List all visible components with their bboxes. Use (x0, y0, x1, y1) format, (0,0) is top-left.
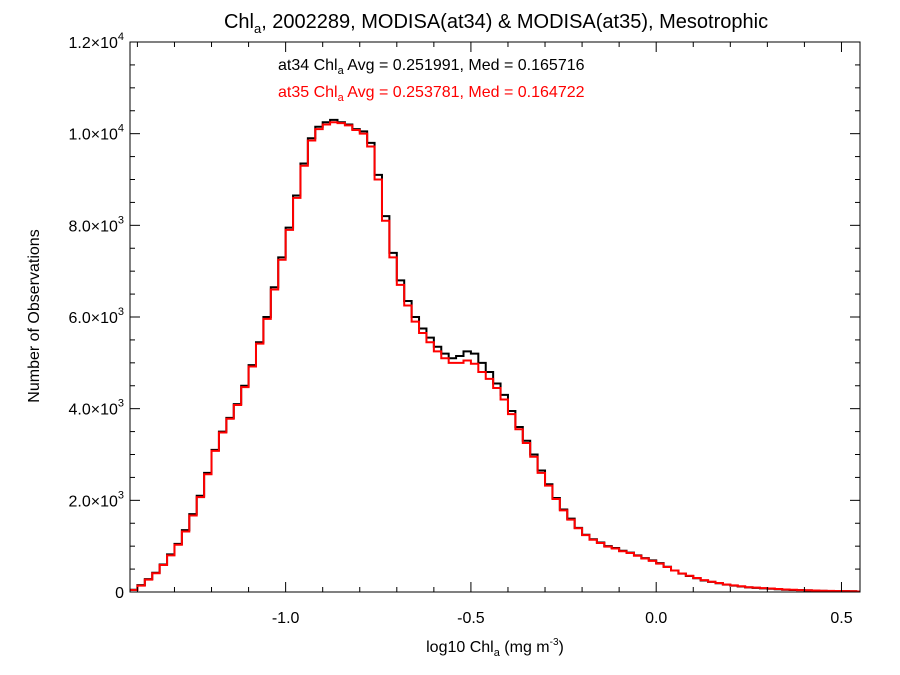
y-tick-mantissa: 4.0×10 (68, 402, 117, 419)
annotation-at35-prefix: at35 Chl (278, 84, 338, 101)
y-tick-exponent: 3 (118, 398, 124, 410)
chart-title-suffix: , 2002289, MODISA(at34) & MODISA(at35), … (261, 11, 768, 33)
y-tick-label: 0 (115, 585, 124, 602)
y-tick-label: 2.0×103 (68, 489, 124, 510)
ticks-layer: -1.0 -0.5 0.0 0.502.0×1034.0×1036.0×1038.0×… (68, 31, 860, 627)
x-axis-label-subscript: a (494, 647, 501, 659)
x-axis-label: log10 Chla (mg m-3) (426, 637, 564, 659)
y-tick-exponent: 3 (118, 306, 124, 318)
x-axis-label-suffix: ) (559, 639, 564, 656)
annotation-at35: at35 Chla Avg = 0.253781, Med = 0.164722 (278, 84, 585, 104)
y-tick-exponent: 4 (118, 123, 124, 135)
x-tick-label: -0.5 (457, 610, 485, 627)
chart-title-subscript: a (254, 21, 262, 36)
x-tick-label: 0.0 (645, 610, 667, 627)
y-tick-label: 6.0×103 (68, 306, 124, 327)
series-line-0 (130, 118, 860, 593)
x-axis-label-prefix: log10 Chl (426, 639, 494, 656)
x-tick-label: -1.0 (272, 610, 300, 627)
y-tick-mantissa: 2.0×10 (68, 493, 117, 510)
y-tick-label: 4.0×103 (68, 398, 124, 419)
annotation-at34-subscript: a (338, 65, 345, 77)
x-axis-label-superscript: -3 (550, 637, 559, 648)
y-tick-label: 1.0×104 (68, 123, 124, 144)
annotation-at35-subscript: a (338, 92, 345, 104)
y-tick-exponent: 3 (118, 214, 124, 226)
chart-title-prefix: Chl (224, 11, 254, 33)
y-axis-label: Number of Observations (26, 229, 43, 402)
y-tick-exponent: 3 (118, 489, 124, 501)
x-axis-label-middle: (mg m (500, 639, 550, 656)
annotation-at34-suffix: Avg = 0.251991, Med = 0.165716 (344, 57, 585, 74)
annotation-at34-prefix: at34 Chl (278, 57, 338, 74)
annotation-at34: at34 Chla Avg = 0.251991, Med = 0.165716 (278, 57, 585, 77)
y-tick-label: 1.2×104 (68, 31, 124, 52)
x-tick-label: 0.5 (830, 610, 852, 627)
y-tick-mantissa: 8.0×10 (68, 218, 117, 235)
y-tick-mantissa: 1.2×10 (68, 35, 117, 52)
y-tick-mantissa: 0 (115, 585, 124, 602)
series-line-1 (130, 121, 860, 593)
y-tick-exponent: 4 (118, 31, 124, 43)
y-tick-mantissa: 6.0×10 (68, 310, 117, 327)
annotation-at35-suffix: Avg = 0.253781, Med = 0.164722 (344, 84, 585, 101)
chart-title: Chla, 2002289, MODISA(at34) & MODISA(at3… (224, 11, 768, 36)
series-layer (130, 118, 860, 593)
y-tick-mantissa: 1.0×10 (68, 127, 117, 144)
y-tick-label: 8.0×103 (68, 214, 124, 235)
plot-frame (129, 41, 861, 593)
